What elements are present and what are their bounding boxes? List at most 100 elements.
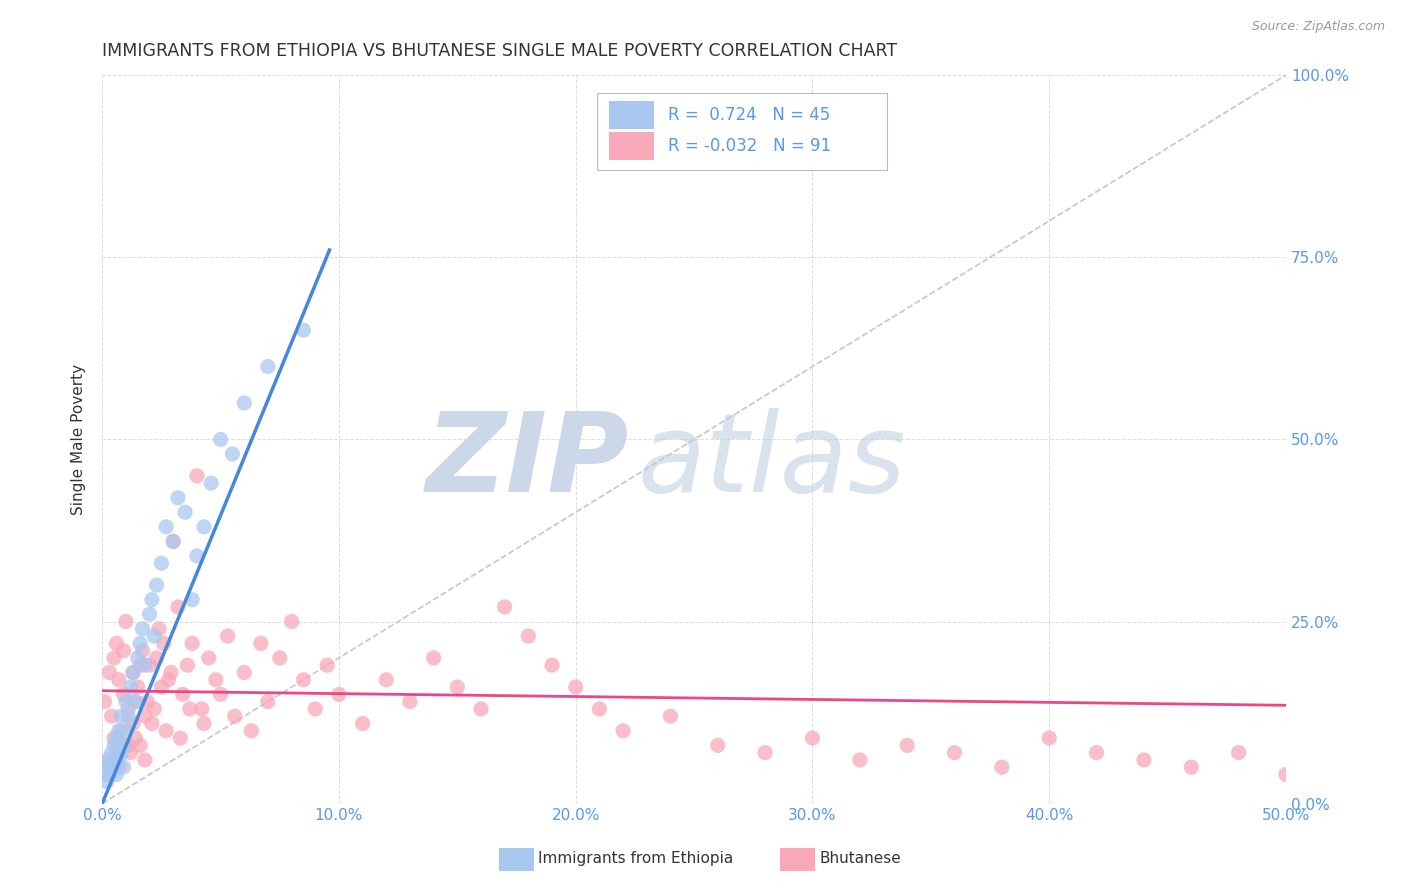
Text: Source: ZipAtlas.com: Source: ZipAtlas.com — [1251, 20, 1385, 33]
Point — [233, 396, 256, 410]
Point — [115, 723, 138, 738]
Point — [564, 680, 586, 694]
Point — [96, 753, 118, 767]
Point — [1275, 767, 1298, 781]
Text: R = -0.032   N = 91: R = -0.032 N = 91 — [668, 136, 831, 155]
Point — [155, 723, 177, 738]
FancyBboxPatch shape — [598, 94, 887, 169]
Point — [217, 629, 239, 643]
Point — [176, 658, 198, 673]
Point — [896, 739, 918, 753]
Point — [240, 723, 263, 738]
Point — [115, 615, 138, 629]
Point — [193, 520, 215, 534]
Point — [205, 673, 228, 687]
Point — [150, 680, 173, 694]
Point — [107, 760, 129, 774]
Point — [169, 731, 191, 745]
Point — [115, 739, 138, 753]
Point — [98, 767, 121, 781]
Point — [129, 636, 152, 650]
Point — [112, 687, 135, 701]
Point — [209, 433, 232, 447]
Point — [316, 658, 339, 673]
Point — [98, 665, 121, 680]
Point — [422, 651, 444, 665]
Point — [103, 731, 125, 745]
Point — [98, 760, 121, 774]
Point — [112, 760, 135, 774]
Point — [120, 680, 142, 694]
Y-axis label: Single Male Poverty: Single Male Poverty — [72, 364, 86, 515]
Text: IMMIGRANTS FROM ETHIOPIA VS BHUTANESE SINGLE MALE POVERTY CORRELATION CHART: IMMIGRANTS FROM ETHIOPIA VS BHUTANESE SI… — [103, 42, 897, 60]
Point — [588, 702, 610, 716]
Point — [943, 746, 966, 760]
Point — [129, 739, 152, 753]
Point — [122, 665, 145, 680]
Text: atlas: atlas — [637, 408, 905, 515]
Point — [134, 753, 156, 767]
Point — [110, 709, 132, 723]
Point — [1085, 746, 1108, 760]
Point — [167, 599, 190, 614]
Point — [141, 592, 163, 607]
Point — [93, 695, 115, 709]
Point — [494, 599, 516, 614]
Point — [110, 746, 132, 760]
Point — [141, 716, 163, 731]
Point — [172, 687, 194, 701]
Point — [100, 746, 122, 760]
Point — [446, 680, 468, 694]
Point — [138, 658, 160, 673]
Point — [233, 665, 256, 680]
Point — [105, 767, 128, 781]
Point — [250, 636, 273, 650]
Point — [186, 549, 208, 563]
Point — [612, 723, 634, 738]
Point — [143, 629, 166, 643]
Point — [138, 607, 160, 622]
FancyBboxPatch shape — [609, 102, 654, 129]
Point — [127, 651, 149, 665]
Point — [160, 665, 183, 680]
Point — [93, 767, 115, 781]
Point — [100, 760, 122, 774]
Point — [197, 651, 219, 665]
FancyBboxPatch shape — [609, 132, 654, 160]
Point — [1133, 753, 1156, 767]
Point — [304, 702, 326, 716]
Point — [122, 716, 145, 731]
Point — [257, 695, 280, 709]
Point — [399, 695, 422, 709]
Point — [179, 702, 201, 716]
Point — [155, 520, 177, 534]
Text: ZIP: ZIP — [426, 408, 628, 515]
Point — [115, 695, 138, 709]
Point — [162, 534, 184, 549]
Point — [1038, 731, 1060, 745]
Point — [136, 695, 159, 709]
Point — [105, 746, 128, 760]
Point — [224, 709, 246, 723]
Point — [167, 491, 190, 505]
Point — [801, 731, 824, 745]
Point — [96, 774, 118, 789]
Point — [269, 651, 291, 665]
Point — [257, 359, 280, 374]
Point — [100, 709, 122, 723]
Point — [134, 709, 156, 723]
Point — [292, 673, 315, 687]
Point — [157, 673, 180, 687]
Text: R =  0.724   N = 45: R = 0.724 N = 45 — [668, 106, 831, 124]
Point — [1227, 746, 1250, 760]
Point — [193, 716, 215, 731]
Point — [143, 702, 166, 716]
Point — [145, 651, 167, 665]
Point — [107, 723, 129, 738]
Point — [181, 636, 204, 650]
Point — [124, 695, 146, 709]
Point — [190, 702, 212, 716]
Point — [105, 731, 128, 745]
Point — [124, 731, 146, 745]
Point — [103, 739, 125, 753]
